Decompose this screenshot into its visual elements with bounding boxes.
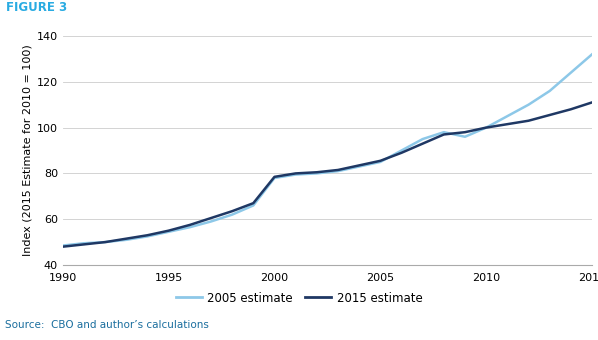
Text: Source:  CBO and author’s calculations: Source: CBO and author’s calculations: [5, 321, 209, 330]
Text: Estimates  of Capital Services 1990-2015: Estimates of Capital Services 1990-2015: [5, 19, 277, 33]
Legend: 2005 estimate, 2015 estimate: 2005 estimate, 2015 estimate: [176, 291, 422, 305]
Text: FIGURE 3: FIGURE 3: [6, 1, 67, 14]
Y-axis label: Index (2015 Estimate for 2010 = 100): Index (2015 Estimate for 2010 = 100): [23, 45, 33, 256]
